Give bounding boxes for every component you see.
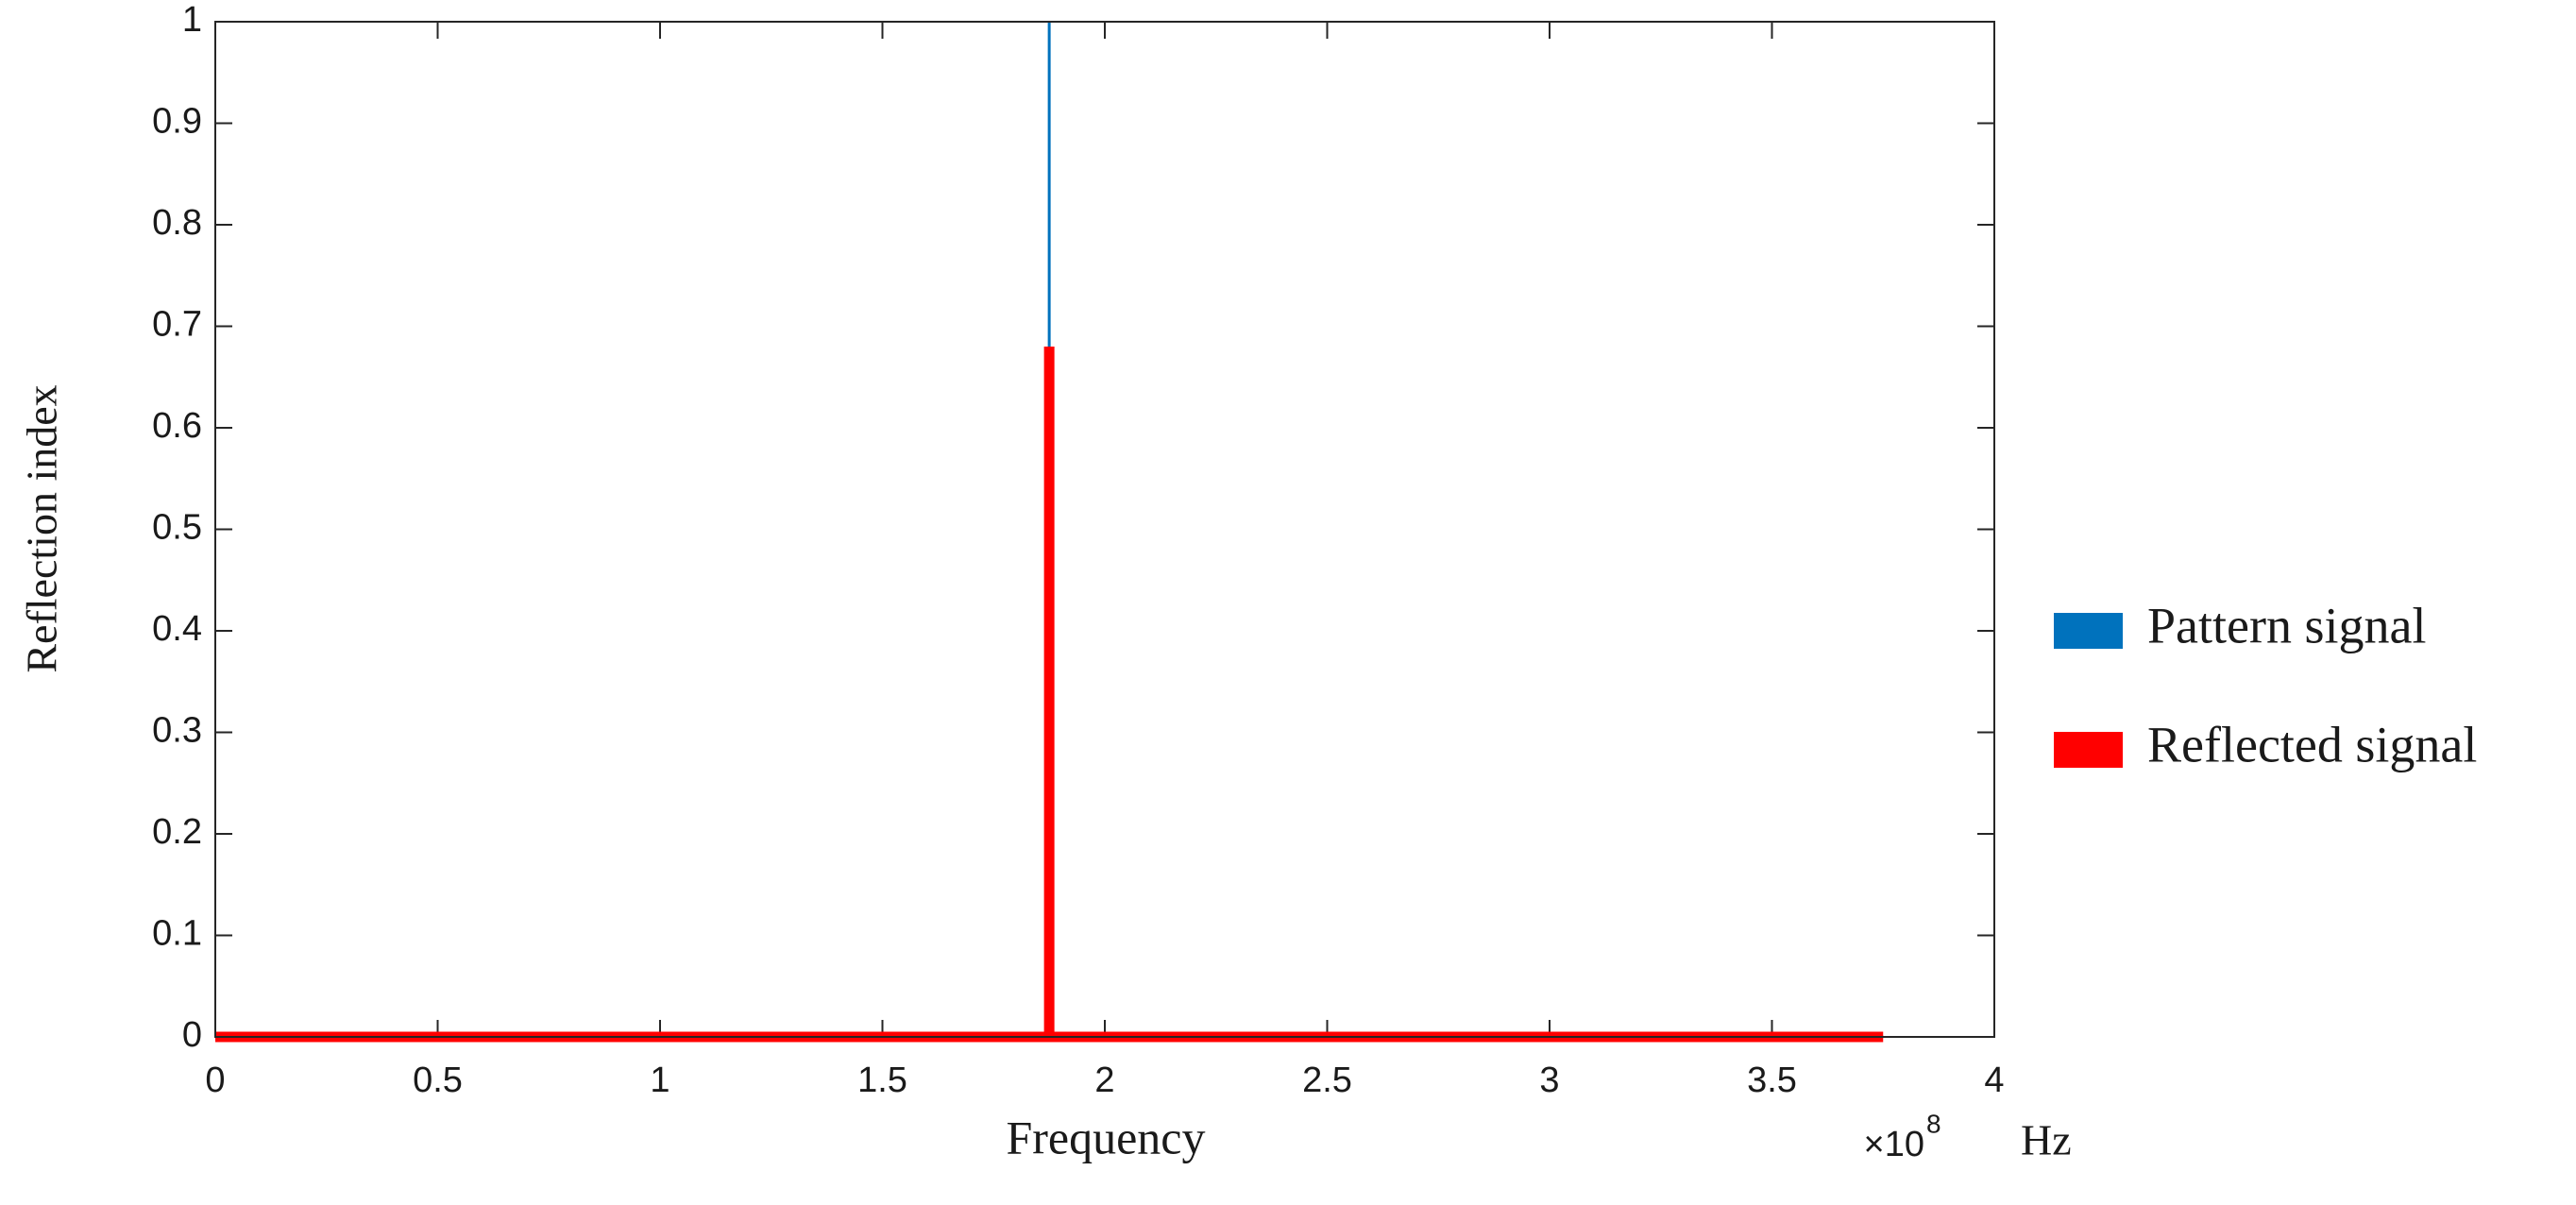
legend-label: Reflected signal — [2147, 716, 2477, 772]
x-tick-label: 0.5 — [413, 1061, 463, 1100]
y-tick-label: 0.7 — [152, 305, 202, 345]
y-tick-label: 0.2 — [152, 812, 202, 852]
y-tick-label: 0.9 — [152, 102, 202, 142]
x-axis-label: Frequency — [1006, 1111, 1205, 1163]
x-unit: Hz — [2021, 1116, 2072, 1164]
x-tick-label: 3 — [1539, 1061, 1559, 1100]
x-tick-label: 0 — [205, 1061, 225, 1100]
x-tick-label: 2.5 — [1302, 1061, 1352, 1100]
legend-swatch — [2054, 613, 2123, 649]
x-multiplier: ×10 — [1864, 1125, 1924, 1164]
y-tick-label: 0.1 — [152, 914, 202, 954]
y-tick-label: 0.8 — [152, 203, 202, 243]
x-exponent: 8 — [1926, 1109, 1941, 1138]
y-tick-label: 1 — [182, 0, 202, 40]
y-tick-label: 0.5 — [152, 508, 202, 548]
y-tick-label: 0 — [182, 1015, 202, 1055]
y-axis-label: Reflection index — [18, 384, 66, 672]
legend-swatch — [2054, 732, 2123, 768]
x-tick-label: 3.5 — [1747, 1061, 1797, 1100]
x-tick-label: 1 — [650, 1061, 669, 1100]
plot-border — [214, 21, 1995, 1038]
y-tick-label: 0.3 — [152, 711, 202, 751]
x-tick-label: 4 — [1984, 1061, 2004, 1100]
plot-area — [215, 22, 1994, 1037]
x-tick-label: 1.5 — [857, 1061, 907, 1100]
y-tick-label: 0.4 — [152, 609, 202, 649]
legend-label: Pattern signal — [2147, 597, 2426, 653]
y-tick-label: 0.6 — [152, 406, 202, 446]
x-tick-label: 2 — [1094, 1061, 1114, 1100]
